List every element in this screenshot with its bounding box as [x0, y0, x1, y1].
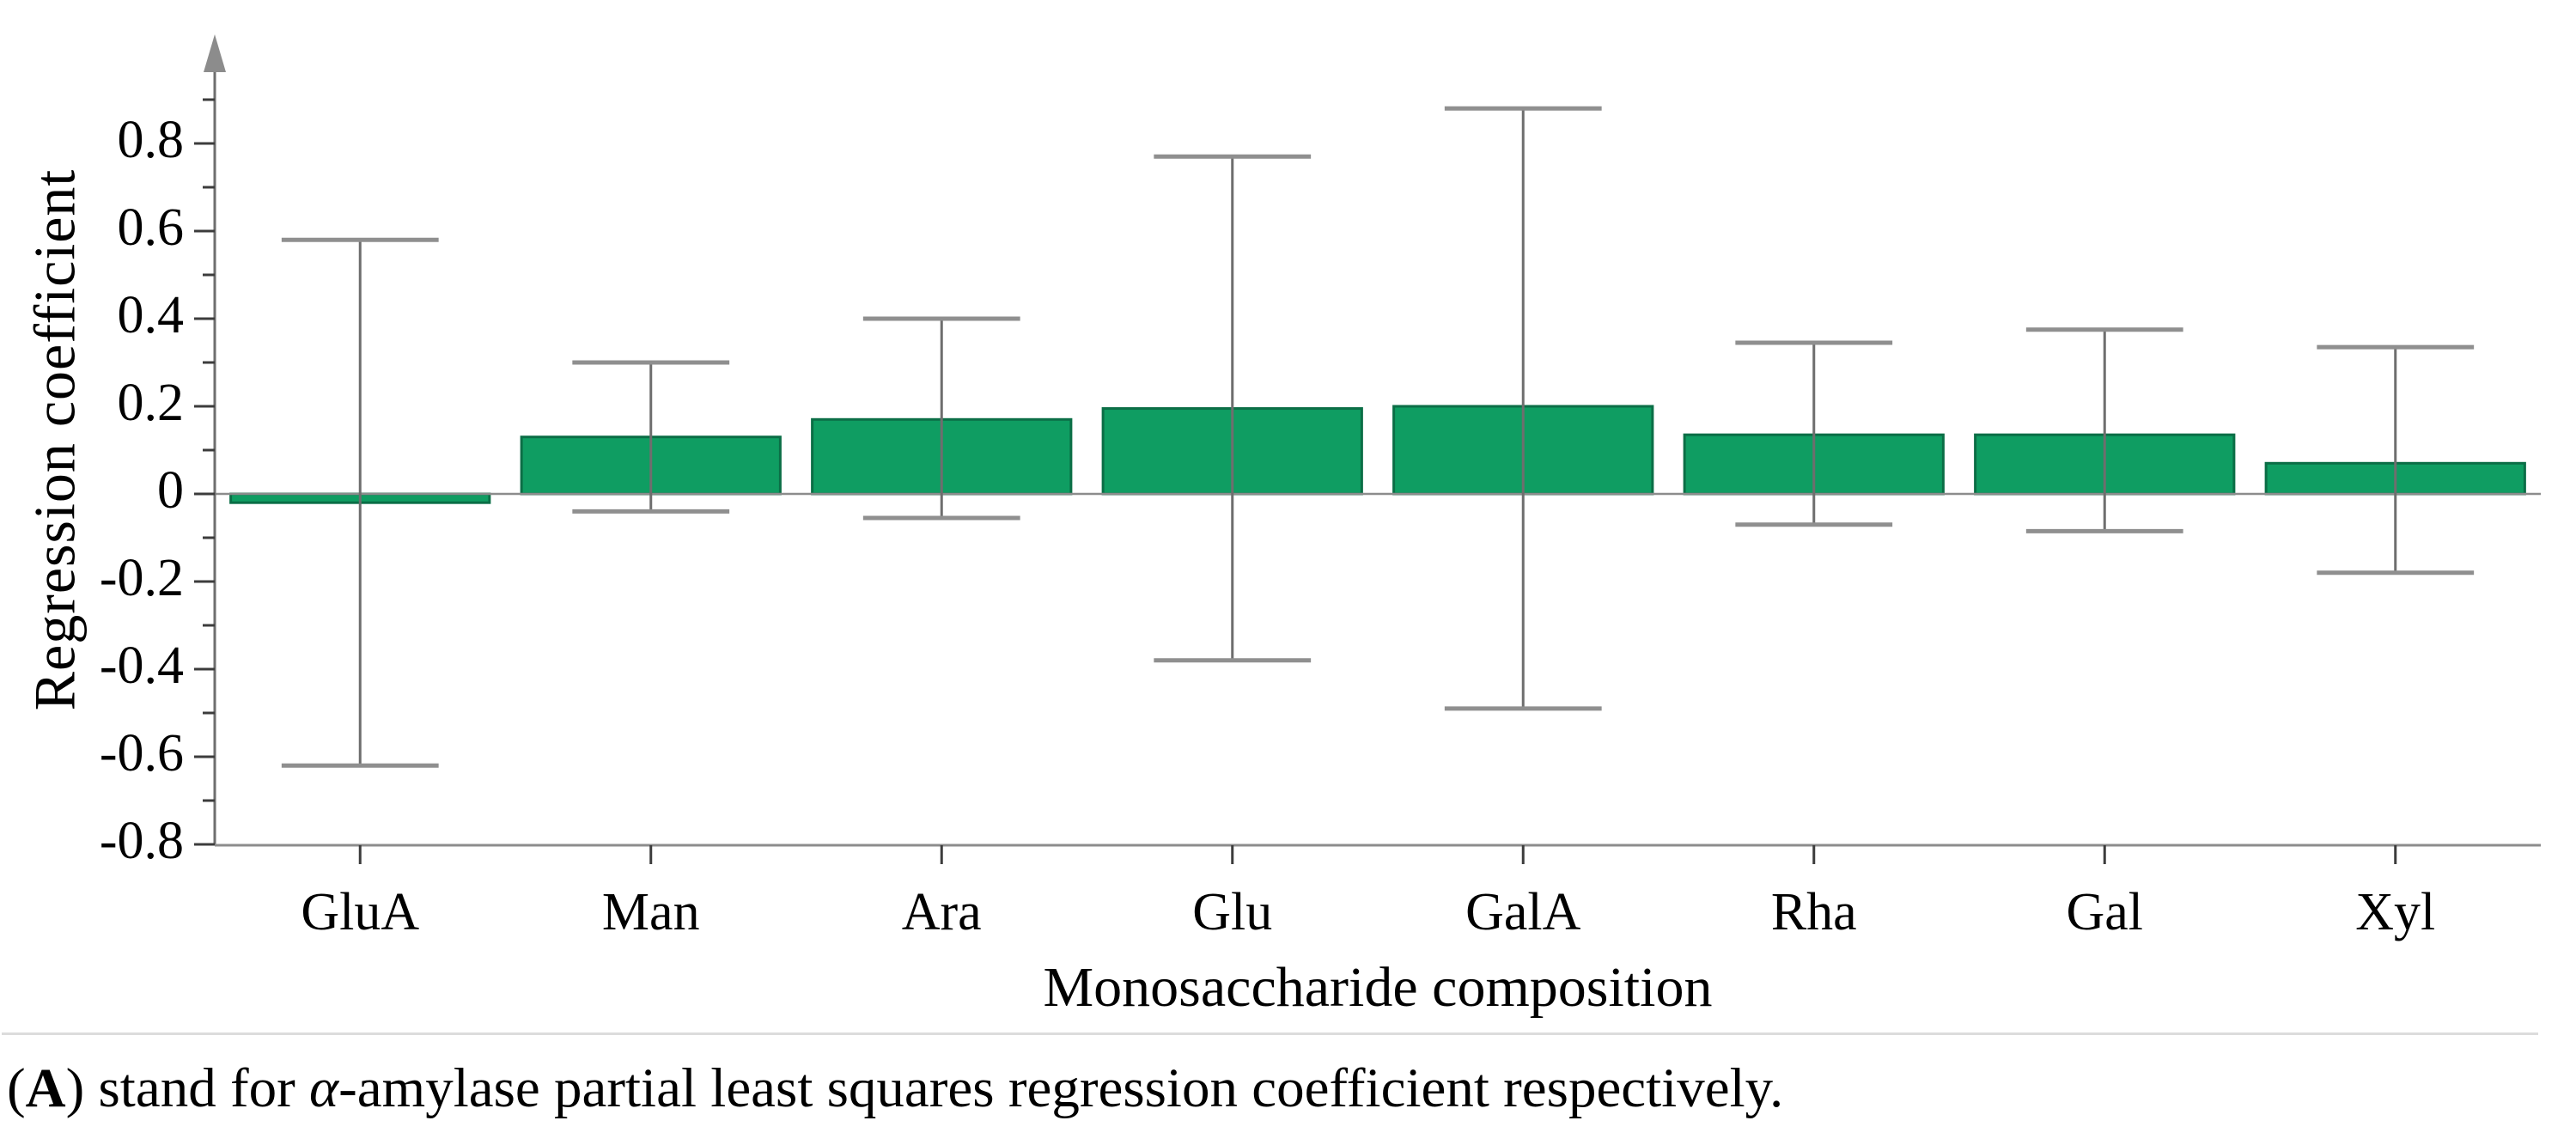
- caption-segment-4: -amylase partial least squares regressio…: [338, 1057, 1784, 1119]
- y-axis-title: Regression coefficient: [21, 168, 88, 711]
- y-axis-arrow-icon: [204, 34, 226, 72]
- x-tick-label-GalA: GalA: [1465, 883, 1581, 941]
- y-tick-label-0.4: 0.4: [118, 286, 185, 344]
- caption-segment-1: A: [25, 1057, 66, 1119]
- x-tick-label-Glu: Glu: [1192, 883, 1272, 941]
- y-tick-label-0.2: 0.2: [118, 374, 185, 432]
- y-tick-label--0.8: -0.8: [100, 812, 184, 870]
- x-axis-title: Monosaccharide composition: [1044, 956, 1713, 1019]
- x-tick-label-Man: Man: [602, 883, 700, 941]
- caption-segment-3: α: [309, 1057, 339, 1119]
- x-tick-label-GluA: GluA: [301, 883, 419, 941]
- y-tick-label--0.6: -0.6: [100, 724, 184, 783]
- y-tick-label--0.2: -0.2: [100, 549, 184, 607]
- x-tick-label-Rha: Rha: [1771, 883, 1857, 941]
- caption-segment-2: ) stand for: [65, 1057, 310, 1119]
- y-tick-label-0.8: 0.8: [118, 111, 185, 169]
- y-tick-label-0: 0: [157, 461, 184, 520]
- caption-divider: [2, 1032, 2538, 1035]
- x-tick-label-Xyl: Xyl: [2355, 883, 2435, 941]
- x-tick-label-Gal: Gal: [2066, 883, 2143, 941]
- y-tick-label-0.6: 0.6: [118, 198, 185, 257]
- x-tick-label-Ara: Ara: [902, 883, 982, 941]
- y-tick-label--0.4: -0.4: [100, 636, 184, 695]
- figure-caption: (A) stand for α-amylase partial least sq…: [7, 1057, 1783, 1121]
- caption-segment-0: (: [7, 1057, 26, 1119]
